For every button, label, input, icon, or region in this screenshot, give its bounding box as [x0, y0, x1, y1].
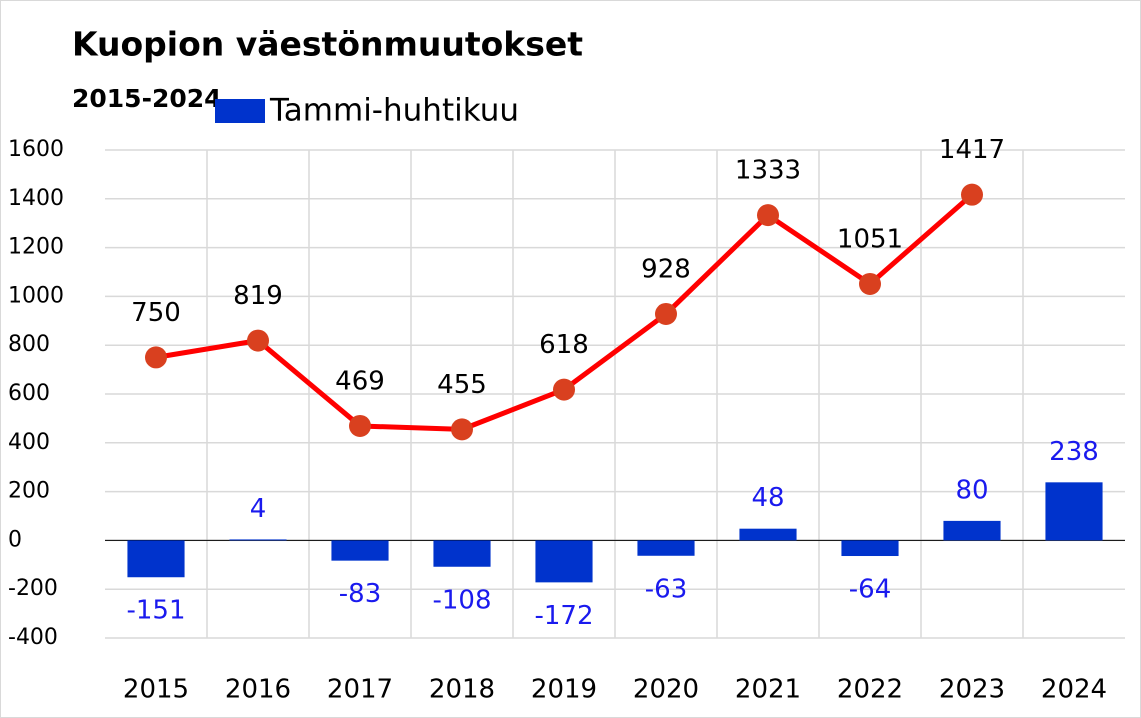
data-label: 455	[437, 370, 487, 400]
x-tick-label: 2021	[735, 675, 801, 705]
data-label: -151	[126, 596, 185, 626]
x-tick-label: 2023	[939, 675, 1005, 705]
x-tick-label: 2022	[837, 675, 903, 705]
bar	[637, 540, 695, 556]
y-tick-label: 1200	[8, 235, 64, 260]
data-label: 750	[131, 298, 181, 328]
data-label: 469	[335, 366, 385, 396]
line-marker	[553, 378, 575, 401]
data-label: 238	[1049, 437, 1099, 467]
line-marker	[247, 329, 269, 352]
bar	[943, 520, 1001, 541]
data-label: 1333	[735, 156, 801, 186]
bar	[535, 540, 593, 583]
data-label: 618	[539, 330, 589, 360]
y-tick-label: 0	[8, 527, 22, 552]
data-label: -108	[432, 585, 491, 615]
y-tick-label: -400	[8, 625, 58, 650]
line-marker	[451, 418, 473, 441]
y-tick-label: 1000	[8, 283, 64, 308]
y-tick-label: 800	[8, 332, 50, 357]
bar	[127, 540, 185, 578]
data-label: 4	[250, 494, 267, 524]
data-label: -83	[339, 579, 381, 609]
y-tick-label: 400	[8, 430, 50, 455]
line-marker	[145, 346, 167, 369]
x-tick-label: 2015	[123, 675, 189, 705]
bar	[433, 540, 491, 567]
bar	[331, 540, 389, 561]
bar	[841, 540, 899, 557]
x-tick-label: 2020	[633, 675, 699, 705]
y-tick-label: 1400	[8, 186, 64, 211]
data-label: 819	[233, 281, 283, 311]
x-tick-label: 2019	[531, 675, 597, 705]
bar	[229, 539, 287, 541]
x-tick-label: 2017	[327, 675, 393, 705]
bar	[1045, 482, 1103, 541]
data-label: -64	[849, 575, 891, 605]
x-tick-label: 2016	[225, 675, 291, 705]
line-marker	[961, 183, 983, 206]
data-label: 1417	[939, 135, 1005, 165]
chart-subtitle: 2015-2024	[72, 84, 222, 113]
legend-label: Tammi-huhtikuu	[269, 93, 519, 129]
line-marker	[757, 204, 779, 227]
legend-swatch	[215, 99, 265, 123]
x-tick-label: 2024	[1041, 675, 1107, 705]
line-marker	[349, 414, 371, 437]
y-tick-label: -200	[8, 576, 58, 601]
data-label: 1051	[837, 224, 903, 254]
data-label: 928	[641, 254, 691, 284]
line-marker	[655, 302, 677, 325]
data-label: -63	[645, 574, 687, 604]
y-tick-label: 1600	[8, 137, 64, 162]
data-label: 80	[955, 475, 988, 505]
line-marker	[859, 272, 881, 295]
bar	[739, 528, 797, 541]
chart-title: Kuopion väestönmuutokset	[72, 25, 583, 64]
y-tick-label: 600	[8, 381, 50, 406]
y-tick-label: 200	[8, 479, 50, 504]
x-tick-label: 2018	[429, 675, 495, 705]
data-label: 48	[751, 483, 784, 513]
data-label: -172	[534, 601, 593, 631]
